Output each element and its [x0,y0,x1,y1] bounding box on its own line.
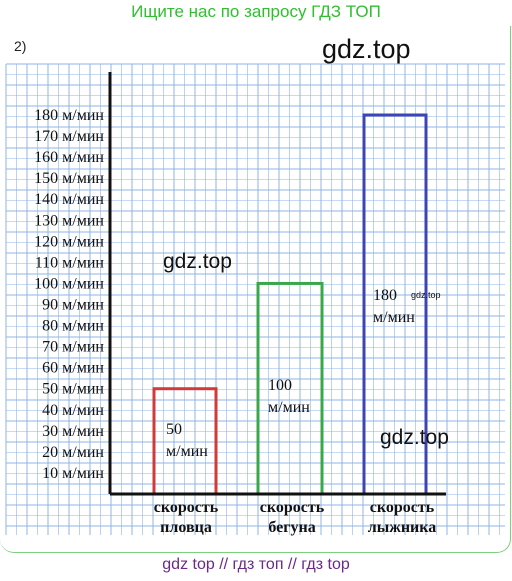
watermark-bottom-right: gdz.top [380,426,449,449]
y-tick-label: 140 м/мин [34,191,104,208]
y-tick-label: 40 м/мин [42,402,104,419]
category-label: пловца [160,519,212,536]
chart-axes [108,72,446,496]
y-tick-labels: 10 м/мин 20 м/мин 30 м/мин 40 м/мин 50 м/мин… [34,107,104,482]
y-tick-label: 100 м/мин [34,275,104,292]
bar-value-labels: 50 м/мин 100 м/мин 180 м/мин [166,287,415,460]
y-tick-label: 50 м/мин [42,381,104,398]
watermark-small: gdz.top [411,290,441,300]
category-label: лыжника [368,519,436,536]
y-tick-label: 20 м/мин [42,444,104,461]
category-label: бегуна [268,519,315,536]
footer-text: gdz top // гдз топ // гдз top [162,556,350,573]
bar-value-label: 50 [166,421,182,438]
bar-value-label: 180 [373,287,397,304]
y-tick-label: 80 м/мин [42,318,104,335]
bar-value-label: 100 [268,377,292,394]
watermark-top-right: gdz.top [322,34,411,64]
y-tick-label: 150 м/мин [34,170,104,187]
y-tick-label: 70 м/мин [42,339,104,356]
y-tick-label: 90 м/мин [42,297,104,314]
y-tick-label: 10 м/мин [42,465,104,482]
category-label: скорость [260,499,325,516]
bar-value-label: м/мин [166,443,208,460]
y-tick-label: 30 м/мин [42,423,104,440]
y-tick-label: 180 м/мин [34,107,104,124]
content-frame [0,26,511,553]
category-label: скорость [370,499,435,516]
banner-text: Ищите нас по запросу ГДЗ ТОП [131,2,381,21]
watermark-middle: gdz.top [163,250,232,273]
category-label: скорость [154,499,219,516]
y-tick-label: 170 м/мин [34,128,104,145]
y-tick-label: 160 м/мин [34,149,104,166]
bar-value-label: м/мин [373,309,415,326]
category-labels: скорость пловца скорость бегуна скорость лыжн… [154,499,436,536]
y-tick-label: 110 м/мин [35,254,105,271]
y-tick-label: 130 м/мин [34,212,104,229]
y-tick-label: 120 м/мин [34,233,104,250]
y-tick-label: 60 м/мин [42,360,104,377]
task-number: 2) [14,38,27,54]
bar-value-label: м/мин [268,399,310,416]
